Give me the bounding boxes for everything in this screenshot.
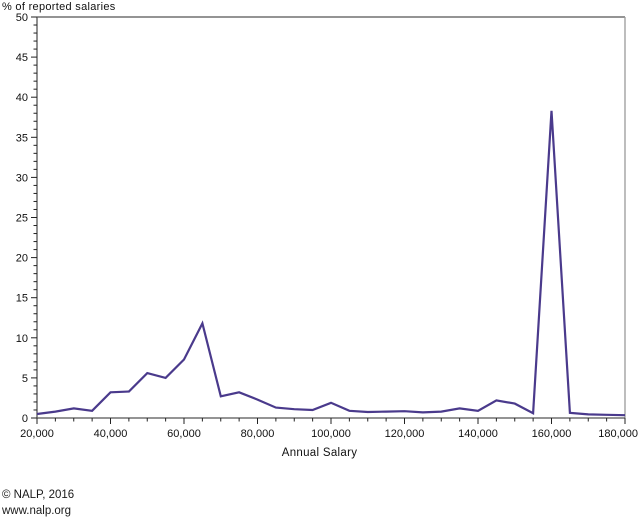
y-tick-label: 0 — [22, 413, 28, 425]
y-tick-label: 25 — [16, 213, 28, 225]
x-tick-label: 120,000 — [385, 428, 425, 440]
y-tick-label: 30 — [16, 172, 28, 184]
x-axis-title: Annual Salary — [281, 447, 358, 459]
copyright-text: © NALP, 2016 — [2, 489, 75, 501]
y-tick-label: 50 — [16, 12, 28, 24]
x-tick-label: 20,000 — [20, 428, 54, 440]
y-tick-label: 15 — [16, 293, 28, 305]
x-tick-label: 80,000 — [241, 428, 275, 440]
y-tick-label: 10 — [16, 333, 28, 345]
y-tick-label: 5 — [22, 373, 28, 385]
chart-footer: © NALP, 2016 www.nalp.org — [2, 487, 74, 519]
x-tick-label: 160,000 — [532, 428, 572, 440]
website-text: www.nalp.org — [2, 505, 72, 517]
x-tick-label: 180,000 — [598, 428, 638, 440]
x-axis-ticks: 20,000 40,000 60,000 80,000 100,000 120,000 14… — [20, 418, 638, 440]
y-axis-title: % of reported salaries — [2, 1, 116, 13]
y-tick-label: 20 — [16, 253, 28, 265]
x-tick-label: 140,000 — [458, 428, 498, 440]
x-tick-label: 100,000 — [311, 428, 351, 440]
y-tick-label: 45 — [16, 52, 28, 64]
x-tick-label: 40,000 — [94, 428, 128, 440]
y-tick-label: 40 — [16, 92, 28, 104]
y-tick-label: 35 — [16, 132, 28, 144]
salary-distribution-series — [36, 110, 626, 417]
y-axis-ticks: 0 5 10 15 20 25 30 35 40 45 50 — [16, 12, 37, 425]
x-tick-label: 60,000 — [167, 428, 201, 440]
